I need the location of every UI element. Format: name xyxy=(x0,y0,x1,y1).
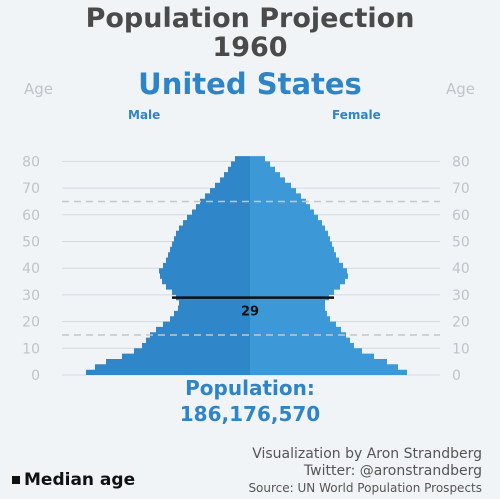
credit-author: Visualization by Aron Strandberg xyxy=(252,446,482,462)
female-population-area xyxy=(250,156,407,375)
chart-title: Population Projection 1960 xyxy=(0,4,500,62)
y-tick-right-50: 50 xyxy=(452,235,470,251)
age-axis-label-right: Age xyxy=(445,80,475,98)
y-tick-right-60: 60 xyxy=(452,208,470,224)
credit-twitter: Twitter: @aronstrandberg xyxy=(303,463,482,479)
y-tick-left-40: 40 xyxy=(22,261,40,277)
y-tick-left-20: 20 xyxy=(22,315,40,331)
y-tick-right-30: 30 xyxy=(452,288,470,304)
y-tick-right-40: 40 xyxy=(452,261,470,277)
y-tick-left-70: 70 xyxy=(22,181,40,197)
credit-source: Source: UN World Population Prospects xyxy=(248,481,482,495)
y-tick-left-60: 60 xyxy=(22,208,40,224)
population-value: 186,176,570 xyxy=(179,402,321,426)
female-label: Female xyxy=(332,108,381,122)
y-tick-left-10: 10 xyxy=(22,341,40,357)
median-age-legend: Median age xyxy=(12,470,135,490)
male-label: Male xyxy=(128,108,161,122)
population-label: Population: xyxy=(185,376,315,400)
y-tick-right-0: 0 xyxy=(452,368,461,384)
y-tick-right-20: 20 xyxy=(452,315,470,331)
y-tick-left-50: 50 xyxy=(22,235,40,251)
y-tick-left-0: 0 xyxy=(31,368,40,384)
y-tick-left-30: 30 xyxy=(22,288,40,304)
y-tick-right-70: 70 xyxy=(452,181,470,197)
country-name: United States xyxy=(138,67,362,101)
median-age-legend-label: Median age xyxy=(24,470,136,490)
median-age-legend-swatch xyxy=(12,476,20,484)
y-tick-right-10: 10 xyxy=(452,341,470,357)
y-tick-left-80: 80 xyxy=(22,154,40,170)
y-tick-right-80: 80 xyxy=(452,154,470,170)
year-text: 1960 xyxy=(212,32,288,63)
title-text: Population Projection xyxy=(85,3,415,34)
median-age-value: 29 xyxy=(241,305,259,320)
age-axis-label-left: Age xyxy=(24,80,54,98)
male-population-area xyxy=(86,156,250,375)
